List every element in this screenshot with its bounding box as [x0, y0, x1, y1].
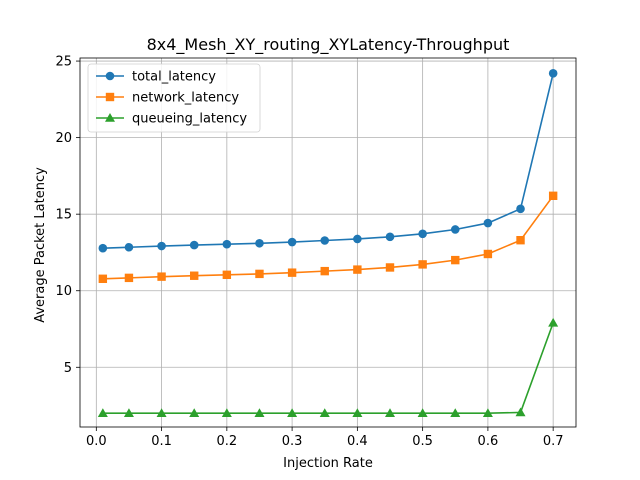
y-tick-label: 25 [55, 55, 72, 70]
data-point [515, 407, 526, 417]
data-point [352, 408, 363, 417]
data-point [255, 269, 264, 279]
legend-item: queueing_latency [96, 112, 247, 127]
data-point [418, 260, 427, 269]
series-queueing_latency [97, 317, 559, 417]
legend-marker [105, 113, 115, 122]
data-point [254, 408, 265, 417]
y-axis-label: Average Packet Latency [33, 167, 48, 323]
y-tick-label: 15 [55, 208, 72, 223]
series-network_latency [98, 191, 558, 283]
data-point [483, 249, 493, 259]
data-point [483, 218, 493, 228]
data-point [189, 240, 199, 250]
data-point [450, 225, 460, 234]
data-point [482, 408, 493, 417]
legend-label: queueing_latency [132, 112, 247, 127]
series-line [102, 195, 554, 280]
y-tick-label: 5 [64, 361, 72, 376]
data-point [98, 274, 108, 283]
axis-ticks: 0.0 0.1 0.2 0.3 0.4 0.5 0.6 0.7 5 10 15 20 25 [55, 55, 563, 449]
data-point [320, 236, 330, 245]
series-total_latency [98, 69, 558, 253]
data-point [548, 317, 559, 327]
data-point [222, 270, 232, 280]
x-tick-label: 0.2 [216, 434, 237, 449]
data-point [287, 268, 297, 277]
data-point [450, 408, 461, 417]
data-point [124, 242, 134, 252]
legend-label: total_latency [132, 70, 216, 85]
data-point [417, 408, 428, 417]
data-point [97, 408, 108, 417]
legend-label: network_latency [132, 91, 239, 106]
data-point [98, 243, 108, 253]
x-tick-label: 0.6 [478, 434, 499, 449]
data-point [255, 238, 264, 248]
x-tick-label: 0.3 [282, 434, 303, 449]
legend: total_latency network_latency queueing_lat… [87, 63, 261, 133]
data-point [287, 408, 298, 417]
x-axis-label: Injection Rate [283, 456, 373, 471]
x-tick-label: 0.7 [543, 434, 564, 449]
data-point [157, 272, 166, 281]
series-group [97, 69, 559, 417]
data-point [157, 241, 166, 251]
y-tick-label: 10 [55, 284, 72, 299]
x-tick-label: 0.4 [347, 434, 368, 449]
x-tick-label: 0.1 [151, 434, 172, 449]
data-point [221, 408, 232, 417]
data-point [320, 266, 329, 276]
data-point [353, 234, 362, 244]
x-tick-label: 0.0 [86, 434, 107, 449]
data-point [189, 408, 200, 417]
legend-marker [105, 71, 115, 81]
legend-item: network_latency [96, 91, 239, 106]
data-point [418, 229, 427, 239]
y-tick-label: 20 [55, 131, 72, 146]
data-point [319, 408, 330, 417]
x-tick-label: 0.5 [412, 434, 433, 449]
legend-item: total_latency [96, 70, 216, 85]
legend-marker [105, 92, 115, 102]
data-point [353, 265, 362, 274]
series-line [102, 322, 554, 415]
plot-frame [79, 57, 577, 428]
data-point [385, 408, 395, 417]
data-point [516, 236, 525, 245]
data-point [124, 273, 134, 283]
data-point [156, 408, 167, 417]
data-point [190, 271, 199, 280]
data-point [123, 408, 134, 417]
legend-box [87, 63, 261, 133]
data-point [222, 239, 232, 249]
data-point [385, 232, 395, 242]
data-point [451, 255, 460, 265]
data-point [548, 69, 558, 78]
data-point [287, 237, 297, 247]
data-point [548, 191, 558, 201]
data-point [516, 204, 525, 214]
data-point [385, 263, 395, 272]
chart-title: 8x4_Mesh_XY_routing_XYLatency-Throughput [147, 35, 510, 55]
